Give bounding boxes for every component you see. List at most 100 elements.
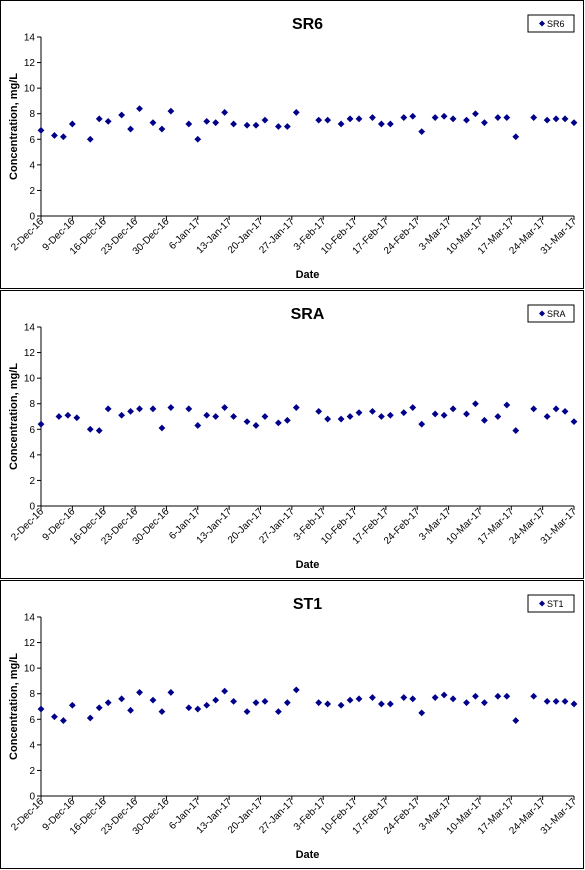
data-point (315, 116, 323, 124)
y-tick-label: 8 (29, 399, 35, 410)
data-point (59, 133, 67, 141)
data-point (543, 413, 551, 420)
data-point (158, 424, 166, 432)
y-tick-label: 14 (24, 33, 36, 44)
data-point (561, 407, 569, 415)
data-point (95, 704, 103, 712)
data-point (369, 407, 376, 415)
y-tick-label: 12 (24, 58, 36, 69)
data-point (274, 123, 282, 130)
legend-box (527, 304, 575, 323)
legend: SR6 (527, 14, 575, 33)
data-point (512, 427, 520, 434)
data-point (136, 689, 143, 696)
data-point (127, 125, 134, 133)
data-point (386, 411, 394, 419)
legend-label: SRA (547, 309, 566, 319)
legend-label: ST1 (547, 599, 564, 609)
data-point (400, 409, 408, 417)
data-point (346, 696, 354, 704)
data-point (37, 705, 45, 713)
x-axis-label: Date (296, 559, 320, 571)
y-tick-label: 10 (24, 374, 36, 385)
data-point (512, 717, 520, 724)
data-point (552, 115, 560, 123)
data-point (55, 413, 63, 420)
data-point (400, 694, 408, 701)
chart-panel-sra: SRA 0 2 4 6 8 10 12 14 2-Dec-16 9-Dec-16 16-Dec-16 2… (0, 290, 584, 579)
data-point (136, 105, 143, 112)
x-tick-label: 2-Dec-16 (9, 506, 46, 543)
y-tick-label: 14 (24, 613, 36, 624)
y-tick-label: 4 (29, 160, 35, 171)
data-point (127, 706, 134, 714)
data-point (185, 405, 193, 413)
data-point (431, 410, 439, 418)
y-tick-label: 8 (29, 109, 35, 120)
y-tick-label: 10 (24, 84, 36, 95)
data-point (292, 686, 300, 694)
data-point (481, 416, 488, 424)
data-point (449, 115, 457, 123)
data-point (463, 410, 470, 418)
data-point (481, 699, 488, 707)
data-point (463, 699, 470, 707)
data-point (463, 116, 470, 124)
data-point (530, 114, 538, 121)
data-point (292, 404, 300, 411)
data-point (149, 119, 157, 127)
y-tick-label: 4 (29, 450, 35, 461)
data-point (472, 110, 479, 118)
series-st1 (37, 686, 578, 724)
y-tick-label: 4 (29, 740, 35, 751)
data-point (481, 119, 488, 127)
chart-svg: SRA024681012142-Dec-169-Dec-1616-Dec-162… (8, 304, 579, 571)
y-tick-label: 8 (29, 689, 35, 700)
y-axis-label: Concentration, mg/L (8, 73, 20, 180)
data-point (386, 120, 394, 128)
y-tick-label: 6 (29, 715, 35, 726)
data-point (64, 411, 72, 419)
data-point (104, 405, 112, 413)
x-tick-label: 2-Dec-16 (9, 216, 46, 253)
y-tick-label: 12 (24, 638, 36, 649)
data-point (86, 425, 94, 433)
data-point (194, 422, 202, 429)
series-sra (37, 400, 578, 434)
data-point (440, 112, 448, 120)
data-point (158, 125, 166, 133)
data-point (37, 420, 45, 428)
data-point (221, 687, 229, 695)
data-point (324, 700, 332, 708)
y-tick-label: 14 (24, 323, 36, 334)
data-point (378, 700, 385, 708)
data-point (118, 111, 126, 119)
data-point (212, 119, 220, 127)
data-point (118, 411, 126, 419)
data-point (68, 701, 76, 709)
data-point (252, 121, 260, 129)
data-point (369, 114, 376, 121)
data-point (51, 713, 58, 721)
data-point (503, 692, 511, 700)
data-point (194, 705, 202, 713)
data-point (561, 115, 569, 123)
data-point (185, 704, 193, 712)
data-point (149, 405, 157, 413)
data-point (346, 413, 354, 420)
legend-marker (539, 20, 545, 27)
y-axis-label: Concentration, mg/L (8, 363, 20, 470)
data-point (158, 708, 166, 716)
data-point (203, 411, 211, 419)
data-point (418, 420, 426, 428)
data-point (346, 115, 354, 123)
y-tick-label: 6 (29, 425, 35, 436)
data-point (431, 114, 439, 121)
data-point (530, 405, 538, 413)
data-point (369, 694, 376, 701)
data-point (530, 692, 538, 700)
data-point (494, 413, 502, 420)
y-tick-label: 0 (29, 502, 35, 513)
data-point (203, 117, 211, 125)
legend: SRA (527, 304, 575, 323)
